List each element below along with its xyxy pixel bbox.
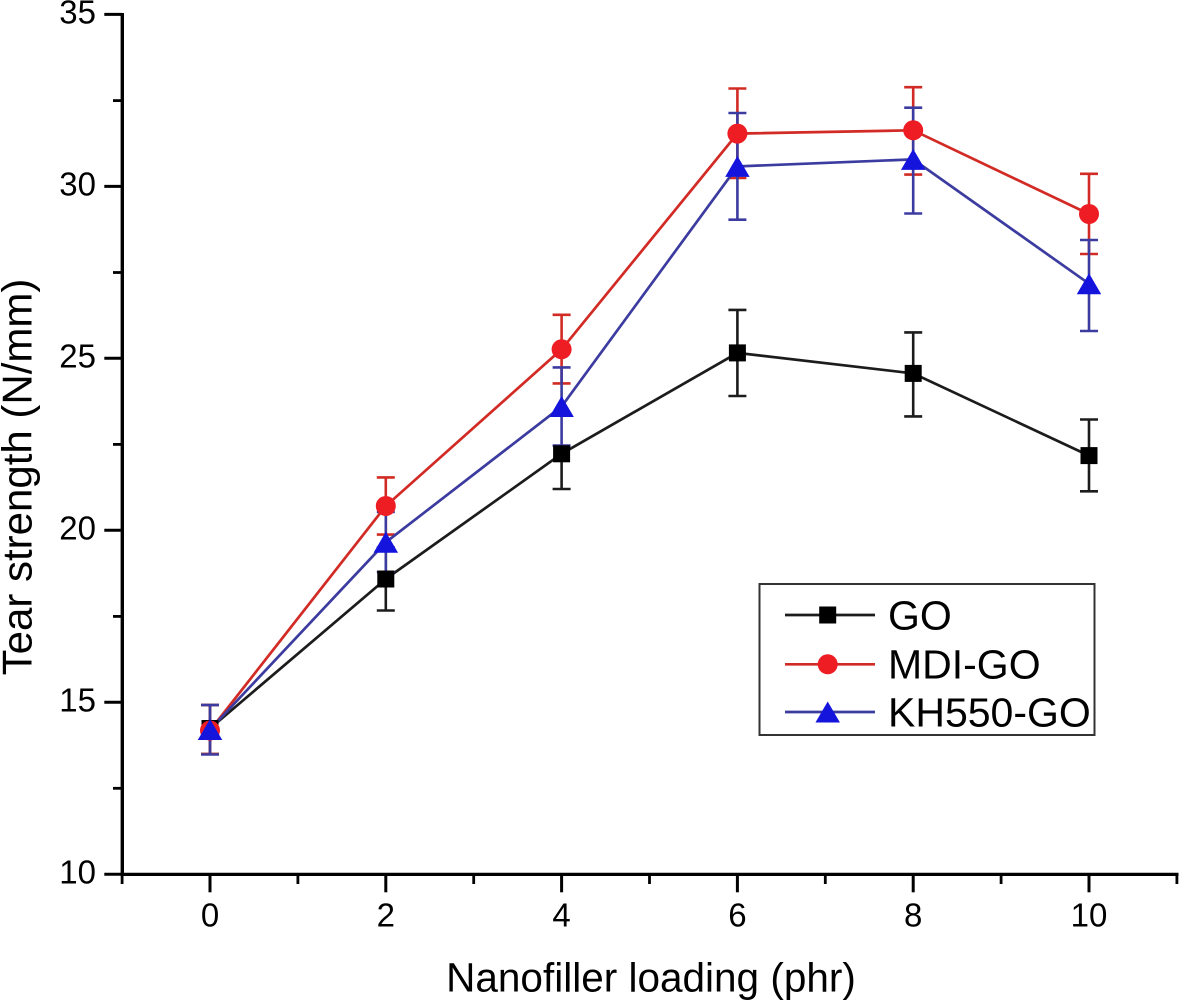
svg-text:15: 15 xyxy=(59,682,96,719)
svg-text:Tear strength (N/mm): Tear strength (N/mm) xyxy=(0,279,41,676)
svg-text:4: 4 xyxy=(552,896,570,933)
svg-text:35: 35 xyxy=(59,0,96,31)
svg-text:KH550-GO: KH550-GO xyxy=(888,689,1091,735)
svg-text:0: 0 xyxy=(201,896,219,933)
svg-text:MDI-GO: MDI-GO xyxy=(888,642,1041,688)
svg-text:8: 8 xyxy=(904,896,922,933)
svg-text:20: 20 xyxy=(59,510,96,547)
svg-text:GO: GO xyxy=(888,592,952,638)
svg-text:10: 10 xyxy=(1071,896,1108,933)
svg-text:25: 25 xyxy=(59,338,96,375)
svg-text:2: 2 xyxy=(377,896,395,933)
svg-text:10: 10 xyxy=(59,854,96,891)
svg-text:30: 30 xyxy=(59,166,96,203)
svg-text:6: 6 xyxy=(728,896,746,933)
svg-text:Nanofiller loading (phr): Nanofiller loading (phr) xyxy=(446,955,856,1000)
